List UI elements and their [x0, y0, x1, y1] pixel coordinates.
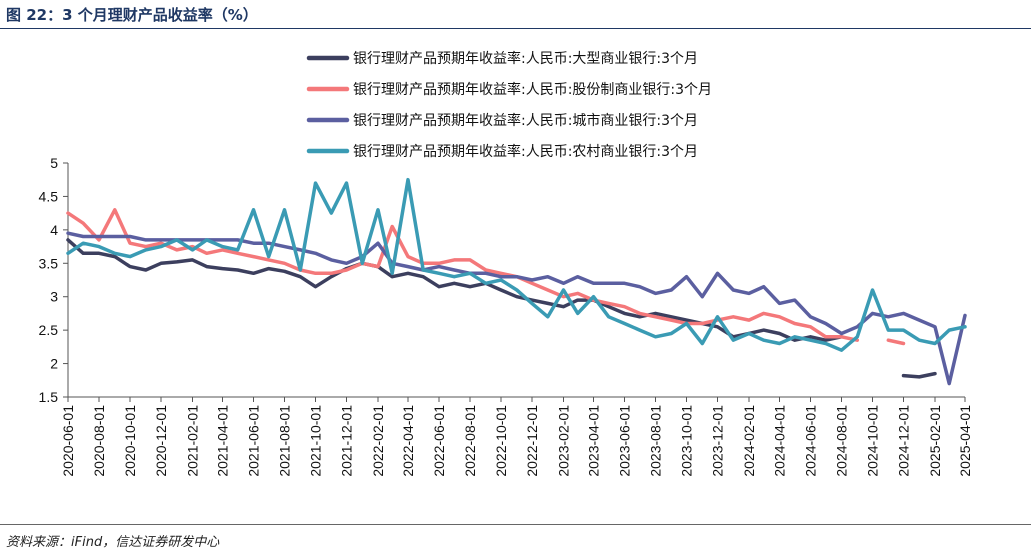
series-3-line	[66, 231, 967, 386]
y-axis: 5 4.5 4 3.5 3 2.5 2 1.5	[39, 155, 69, 405]
x-tick-label: 2021-10-01	[308, 405, 324, 477]
x-tick-label: 2020-06-01	[60, 405, 76, 477]
legend: 银行理财产品预期年收益率:人民币:大型商业银行:3个月银行理财产品预期年收益率:…	[306, 50, 712, 160]
x-tick-label: 2024-04-01	[772, 405, 788, 477]
title-divider	[0, 28, 1031, 29]
series-1-line	[66, 238, 844, 342]
x-tick-label: 2022-08-01	[462, 405, 478, 477]
x-tick-label: 2022-12-01	[524, 405, 540, 477]
x-axis: 2020-06-01 2020-08-01 2020-10-01 2020-12-01…	[60, 396, 973, 477]
x-tick-label: 2025-04-01	[957, 405, 973, 477]
source-divider	[0, 524, 1031, 525]
x-tick-label: 2023-12-01	[709, 405, 725, 477]
y-tick-label: 2	[50, 356, 58, 372]
x-tick-label: 2023-06-01	[616, 405, 632, 477]
source-note: 资料来源：iFind，信达证券研发中心	[6, 535, 220, 550]
x-tick-label: 2020-08-01	[91, 405, 107, 477]
x-tick-label: 2023-08-01	[647, 405, 663, 477]
x-tick-label: 2024-06-01	[803, 405, 819, 477]
x-tick-label: 2022-04-01	[400, 405, 416, 477]
x-tick-label: 2023-10-01	[678, 405, 694, 477]
line-chart: 54.543.532.521.5 2020-06-01 2020-08-01 202…	[39, 50, 973, 477]
x-tick-label: 2021-08-01	[276, 405, 292, 477]
x-tick-label: 2021-02-01	[185, 405, 201, 477]
x-tick-label: 2024-08-01	[834, 405, 850, 477]
y-tick-label: 4.5	[39, 188, 59, 204]
page-title: 图 22：3 个月理财产品收益率（%）	[6, 6, 258, 24]
y-tick-label: 1.5	[39, 389, 59, 405]
legend-label-3: 银行理财产品预期年收益率:人民币:城市商业银行:3个月	[353, 112, 698, 129]
x-tick-label: 2024-10-01	[865, 405, 881, 477]
legend-label-2: 银行理财产品预期年收益率:人民币:股份制商业银行:3个月	[353, 81, 712, 98]
x-tick-label: 2023-04-01	[585, 405, 601, 477]
series-1-line	[901, 371, 937, 379]
legend-label-1: 银行理财产品预期年收益率:人民币:大型商业银行:3个月	[353, 50, 698, 67]
y-tick-label: 5	[50, 155, 58, 171]
x-tick-label: 2022-06-01	[431, 405, 447, 477]
legend-label-4: 银行理财产品预期年收益率:人民币:农村商业银行:3个月	[353, 143, 698, 160]
y-tick-label: 4	[50, 222, 58, 238]
y-tick-label: 3.5	[39, 255, 59, 271]
x-tick-label: 2021-12-01	[339, 405, 355, 477]
x-tick-label: 2020-10-01	[122, 405, 138, 477]
x-tick-label: 2023-02-01	[556, 405, 572, 477]
x-tick-label: 2020-12-01	[153, 405, 169, 477]
y-tick-label: 3	[50, 289, 58, 305]
x-tick-label: 2022-02-01	[370, 405, 386, 477]
x-tick-label: 2021-06-01	[245, 405, 261, 477]
series-2-line	[886, 338, 906, 346]
y-tick-label: 2.5	[39, 322, 59, 338]
x-tick-label: 2025-02-01	[927, 405, 943, 477]
series-layer	[66, 177, 967, 386]
x-tick-label: 2024-02-01	[741, 405, 757, 477]
x-tick-label: 2024-12-01	[896, 405, 912, 477]
series-4-line	[66, 177, 967, 352]
series-2-line	[66, 208, 860, 342]
x-tick-label: 2022-10-01	[493, 405, 509, 477]
x-tick-label: 2021-04-01	[214, 405, 230, 477]
